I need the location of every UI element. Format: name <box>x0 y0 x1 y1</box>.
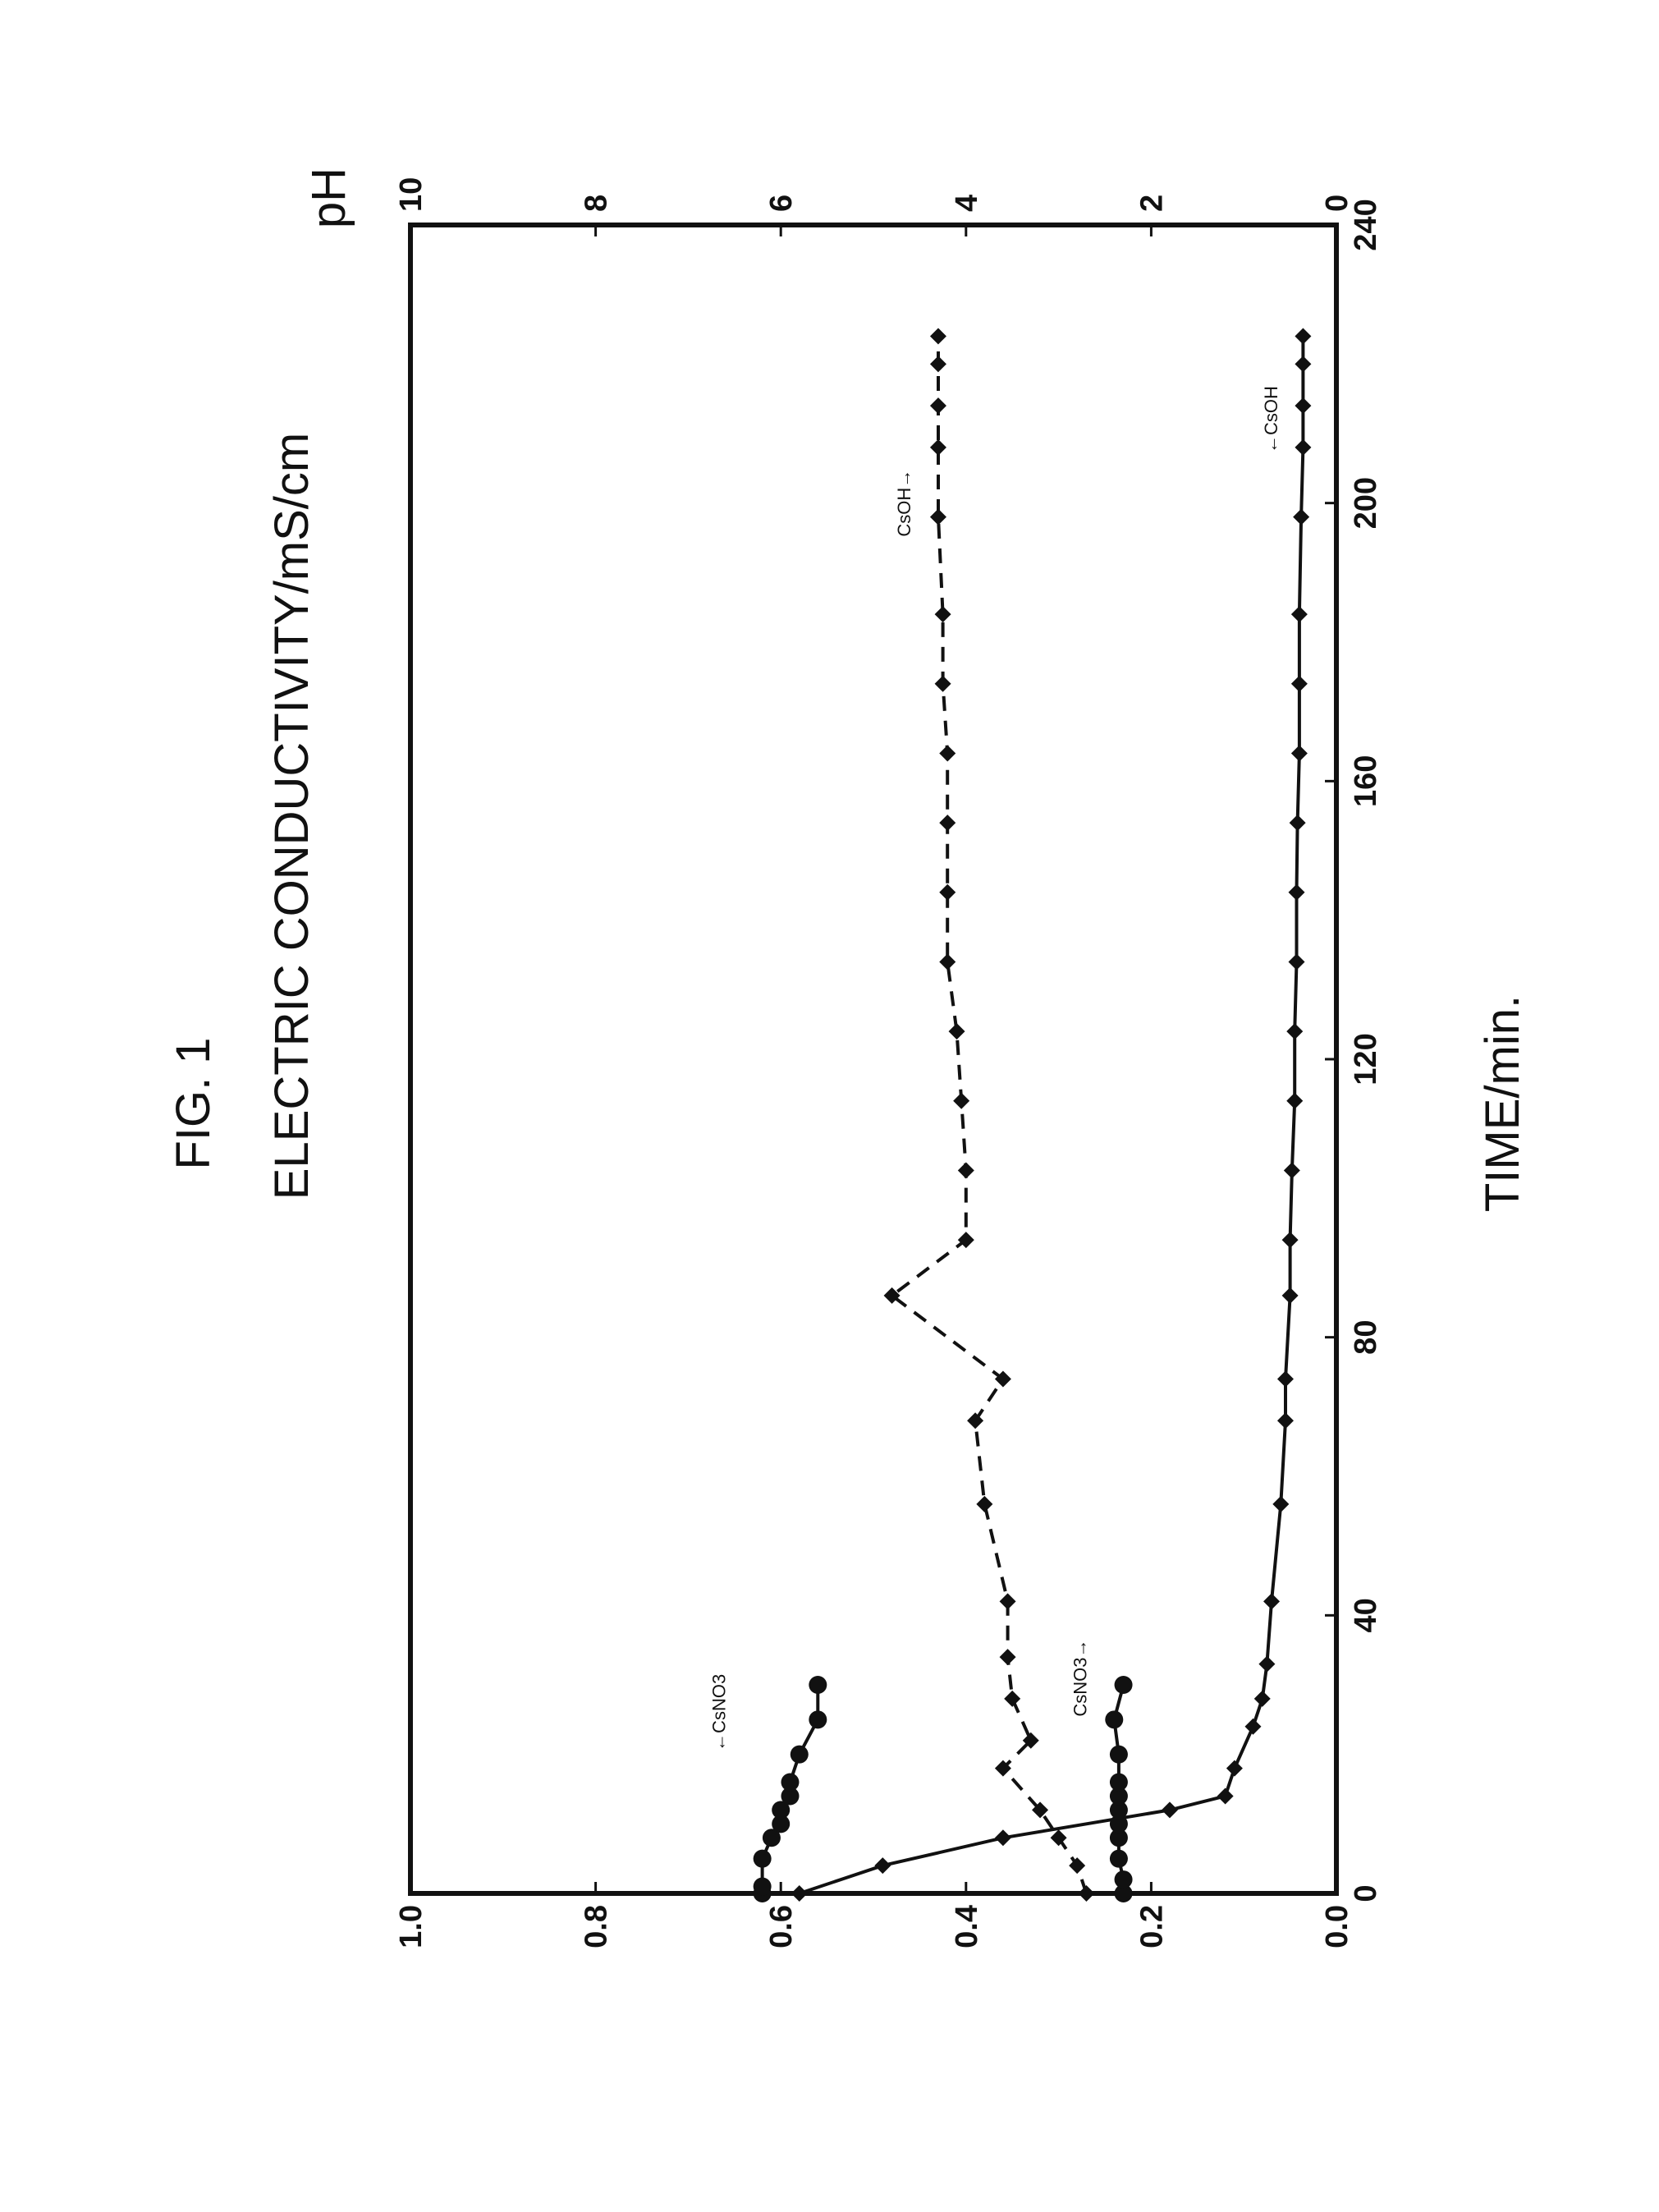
right-axis-label: pH <box>302 168 355 228</box>
data-point <box>1295 328 1311 344</box>
data-point <box>935 676 951 692</box>
data-point <box>949 1023 965 1039</box>
data-point <box>1288 953 1304 970</box>
data-point <box>1286 1023 1303 1039</box>
series-annotation: ←CsNO3 <box>709 1674 730 1751</box>
data-point <box>930 509 946 525</box>
plot-frame <box>410 225 1336 1893</box>
series-line-2 <box>892 337 1087 1894</box>
x-axis-label: TIME/min. <box>1476 995 1529 1212</box>
data-point <box>1295 397 1311 414</box>
data-point <box>1110 1746 1128 1764</box>
y-tick-label: 0.4 <box>950 1905 984 1948</box>
data-point <box>1110 1774 1128 1792</box>
data-point <box>939 745 956 761</box>
data-point <box>1291 745 1308 761</box>
data-point <box>1162 1801 1178 1818</box>
data-point <box>791 1746 809 1764</box>
data-point <box>1295 439 1311 456</box>
y-tick-label: 0.2 <box>1134 1905 1169 1948</box>
data-point <box>930 328 946 344</box>
y2-tick-label: 2 <box>1134 195 1169 212</box>
series-annotation: CsNO3→ <box>1070 1639 1090 1716</box>
data-point <box>1000 1593 1016 1609</box>
data-point <box>1244 1719 1261 1735</box>
data-point <box>953 1093 969 1109</box>
y-tick-label: 0.6 <box>764 1905 799 1948</box>
data-point <box>939 815 956 831</box>
data-point <box>1291 606 1308 622</box>
data-point <box>1217 1787 1234 1804</box>
data-point <box>939 884 956 901</box>
data-point <box>1277 1370 1294 1387</box>
data-point <box>930 397 946 414</box>
x-tick-label: 40 <box>1349 1598 1383 1632</box>
data-point <box>1004 1691 1020 1707</box>
data-point <box>1258 1656 1275 1673</box>
data-point <box>1290 815 1306 831</box>
data-point <box>1115 1676 1133 1694</box>
data-point <box>1282 1232 1299 1248</box>
data-point <box>930 356 946 372</box>
data-point <box>1286 1093 1303 1109</box>
rotated-figure: FIG. 1 ELECTRIC CONDUCTIVITY/mS/cm pH TI… <box>167 168 1529 1948</box>
data-point <box>781 1774 799 1792</box>
x-tick-label: 0 <box>1349 1884 1383 1902</box>
data-point <box>809 1710 827 1728</box>
data-point <box>791 1885 808 1902</box>
data-point <box>958 1162 974 1178</box>
annotations: ←CsNO3 CsNO3→ CsOH→ ←CsOH <box>709 386 1281 1751</box>
y2-tick-label: 4 <box>950 195 984 212</box>
data-point <box>754 1850 772 1868</box>
series-annotation: CsOH→ <box>894 470 914 537</box>
data-point <box>1272 1496 1289 1512</box>
data-point <box>995 1829 1011 1846</box>
left-axis-label: ELECTRIC CONDUCTIVITY/mS/cm <box>265 433 319 1200</box>
y2-tick-label: 0 <box>1320 195 1354 212</box>
data-point <box>1293 509 1309 525</box>
series-annotation: ←CsOH <box>1261 386 1281 453</box>
data-point <box>1282 1287 1299 1304</box>
x-tick-label: 200 <box>1349 477 1383 529</box>
data-point <box>1277 1412 1294 1429</box>
figure-title: FIG. 1 <box>167 1037 220 1169</box>
data-point <box>1110 1850 1128 1868</box>
y-tick-label: 0.0 <box>1320 1905 1354 1948</box>
data-point <box>1115 1870 1133 1888</box>
y2-tick-label: 10 <box>394 177 428 212</box>
series-line-0 <box>800 337 1304 1894</box>
data-point <box>976 1496 992 1512</box>
y2-tick-label: 6 <box>764 195 799 212</box>
data-point <box>1263 1593 1280 1609</box>
data-point <box>939 953 956 970</box>
x-tick-label: 160 <box>1349 755 1383 807</box>
data-point <box>1284 1162 1300 1178</box>
y2-tick-label: 8 <box>580 195 614 212</box>
x-tick-label: 120 <box>1349 1033 1383 1085</box>
data-point <box>1288 884 1304 901</box>
data-point <box>930 439 946 456</box>
axis-ticks: 040801201602002400.00.20.40.60.81.002468… <box>394 177 1383 1948</box>
data-point <box>1000 1649 1016 1665</box>
y-tick-label: 1.0 <box>394 1905 428 1948</box>
data-point <box>1254 1691 1271 1707</box>
x-tick-label: 80 <box>1349 1320 1383 1355</box>
data-point <box>935 606 951 622</box>
data-series <box>754 328 1312 1902</box>
data-point <box>1226 1760 1243 1777</box>
data-point <box>874 1857 891 1874</box>
data-point <box>1291 676 1308 692</box>
data-point <box>754 1878 772 1896</box>
data-point <box>1295 356 1311 372</box>
data-point <box>1078 1885 1094 1902</box>
data-point <box>809 1676 827 1694</box>
data-point <box>1105 1710 1123 1728</box>
y-tick-label: 0.8 <box>580 1905 614 1948</box>
